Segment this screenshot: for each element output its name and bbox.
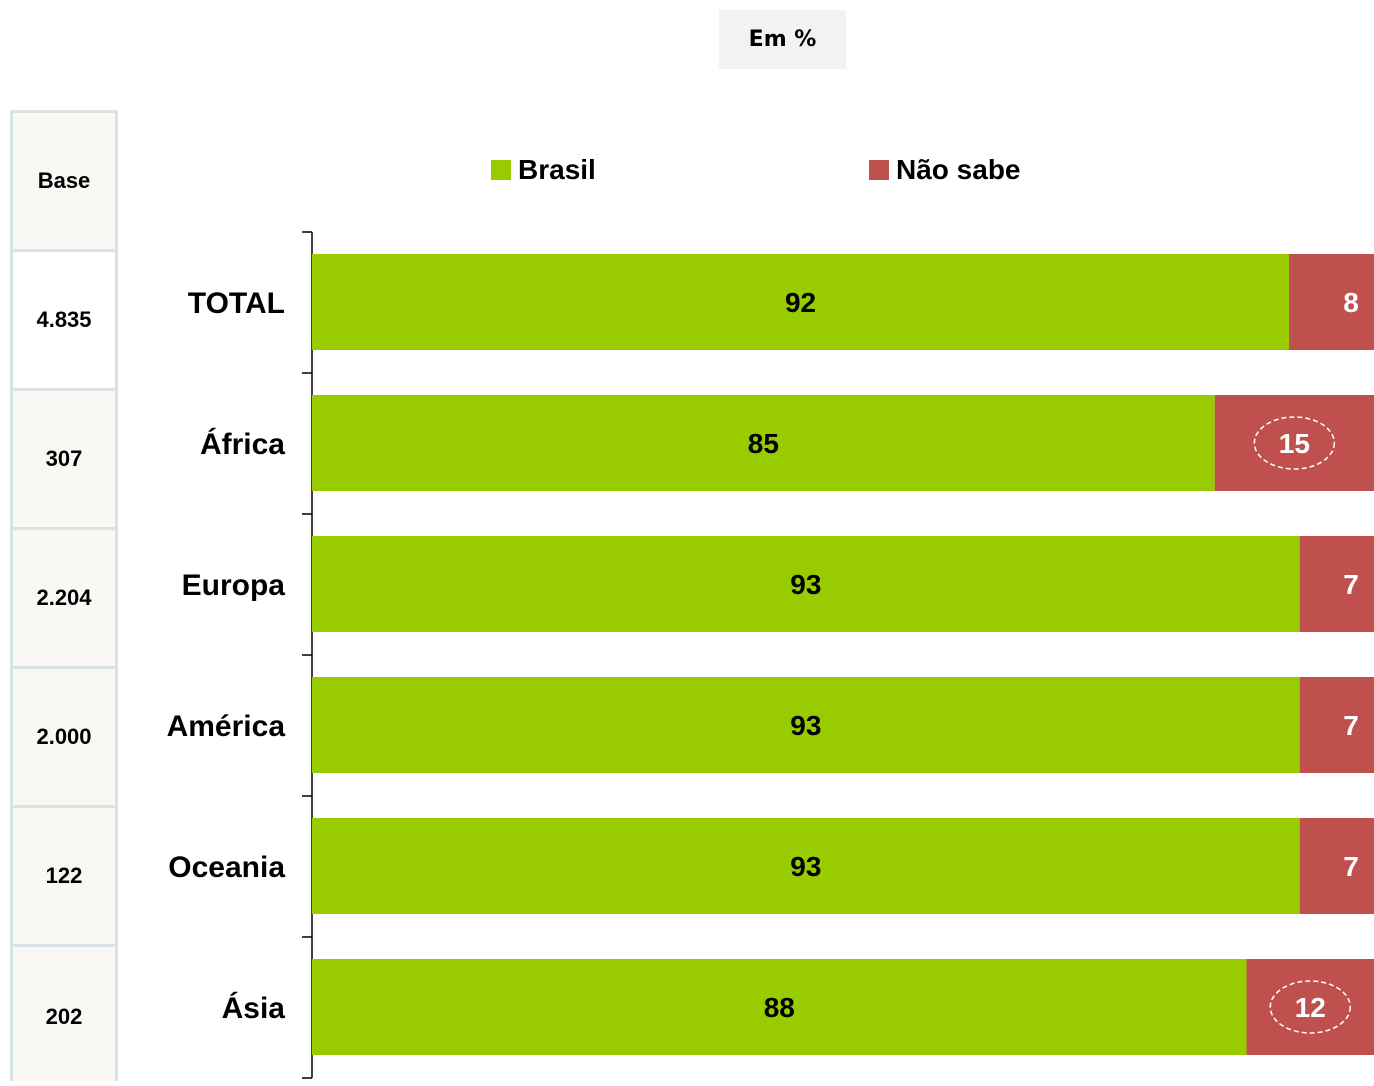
category-label-africa: África	[200, 427, 285, 461]
category-label-europa: Europa	[182, 569, 286, 602]
base-value-america: 2.000	[13, 669, 115, 808]
bar-brasil-total	[312, 254, 1290, 350]
highlight-circle	[1253, 416, 1336, 470]
base-value-total: 4.835	[13, 252, 115, 391]
legend-swatch-nao-sabe	[869, 160, 889, 180]
bar-nao-sabe-africa	[1214, 395, 1374, 491]
data-label-nao-sabe-america: 7	[1343, 710, 1359, 741]
base-column: Base 4.835 307 2.204 2.000 122 202	[10, 110, 118, 1081]
base-value-oceania: 122	[13, 808, 115, 947]
data-label-brasil-asia: 88	[764, 992, 795, 1023]
data-label-brasil-africa: 85	[748, 428, 779, 459]
bar-brasil-africa	[312, 395, 1215, 491]
bar-brasil-oceania	[312, 818, 1300, 914]
base-value-africa: 307	[13, 391, 115, 530]
bar-brasil-america	[312, 677, 1300, 773]
bar-brasil-europa	[312, 536, 1300, 632]
base-header: Base	[13, 113, 115, 252]
data-label-nao-sabe-asia: 12	[1295, 992, 1326, 1023]
data-label-nao-sabe-africa: 15	[1279, 428, 1310, 459]
data-label-brasil-total: 92	[785, 287, 816, 318]
bar-nao-sabe-asia	[1246, 959, 1374, 1055]
base-value-europa: 2.204	[13, 530, 115, 669]
legend-swatch-brasil	[491, 160, 511, 180]
legend-item-brasil: Brasil	[491, 150, 596, 190]
legend-item-nao-sabe: Não sabe	[869, 150, 1021, 190]
unit-label: Em %	[719, 10, 846, 69]
bar-nao-sabe-europa	[1299, 536, 1374, 632]
category-label-total: TOTAL	[188, 287, 285, 320]
bar-brasil-asia	[312, 959, 1247, 1055]
data-label-brasil-europa: 93	[790, 569, 821, 600]
base-value-asia: 202	[45, 1003, 83, 1029]
data-label-nao-sabe-total: 8	[1343, 287, 1359, 318]
data-label-brasil-america: 93	[790, 710, 821, 741]
bar-nao-sabe-oceania	[1299, 818, 1374, 914]
bar-nao-sabe-america	[1299, 677, 1374, 773]
category-label-america: América	[167, 710, 286, 743]
category-label-oceania: Oceania	[168, 851, 285, 884]
highlight-circle	[1269, 980, 1352, 1034]
data-label-brasil-oceania: 93	[790, 851, 821, 882]
category-label-asia: Ásia	[222, 991, 286, 1025]
bar-nao-sabe-total	[1289, 254, 1374, 350]
data-label-nao-sabe-europa: 7	[1343, 569, 1359, 600]
legend-label-brasil: Brasil	[518, 154, 596, 185]
legend-label-nao-sabe: Não sabe	[896, 154, 1021, 185]
data-label-nao-sabe-oceania: 7	[1343, 851, 1359, 882]
